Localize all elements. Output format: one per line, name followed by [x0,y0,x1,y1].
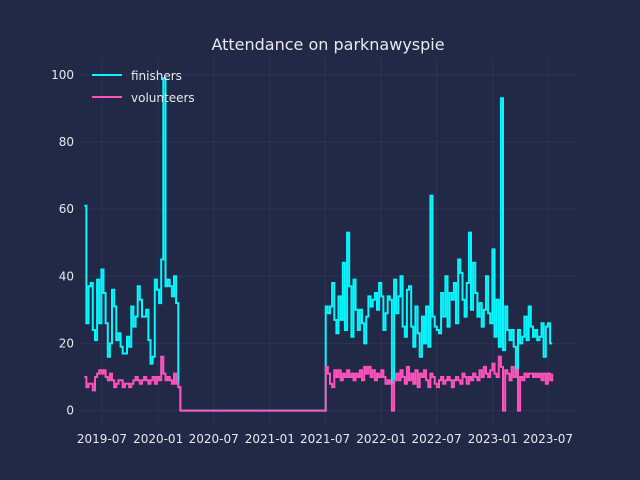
x-tick-label: 2019-07 [77,432,127,446]
chart-title: Attendance on parknawyspie [211,35,444,54]
x-tick-label: 2022-07 [411,432,461,446]
y-tick-label: 100 [51,68,74,82]
series-layer [84,77,554,412]
y-tick-label: 0 [66,404,74,418]
series-line-finishers [84,77,553,412]
legend-label-volunteers: volunteers [131,91,195,105]
legend: finishers volunteers [92,69,195,105]
y-tick-label: 40 [59,269,74,283]
x-tick-label: 2022-01 [356,432,406,446]
x-tick-label: 2020-01 [133,432,183,446]
x-axis-ticks: 2019-07 2020-01 2020-07 2021-01 2021-07 2022-… [77,432,573,446]
x-tick-label: 2023-07 [523,432,573,446]
y-tick-label: 20 [59,336,74,350]
y-tick-label: 60 [59,202,74,216]
y-tick-label: 80 [59,135,74,149]
x-tick-label: 2023-01 [468,432,518,446]
grid-lines [80,58,576,424]
series-line-volunteers [84,355,554,412]
x-tick-label: 2021-07 [300,432,350,446]
legend-label-finishers: finishers [131,69,182,83]
y-axis-ticks: 0 20 40 60 80 100 [51,68,74,418]
x-tick-label: 2020-07 [189,432,239,446]
x-tick-label: 2021-01 [245,432,295,446]
